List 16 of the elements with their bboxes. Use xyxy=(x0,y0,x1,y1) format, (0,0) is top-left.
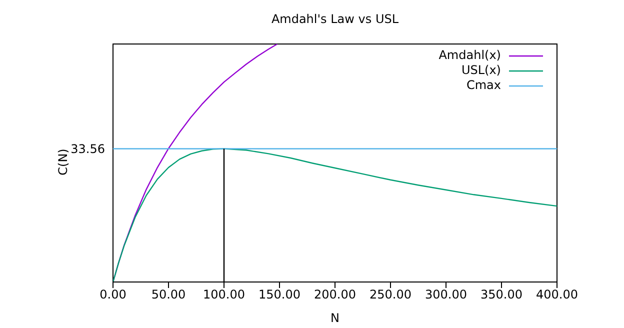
x-tick-label: 0.00 xyxy=(100,288,126,302)
x-tick-label: 200.00 xyxy=(314,288,356,302)
x-tick-label: 400.00 xyxy=(536,288,578,302)
x-tick-label: 150.00 xyxy=(258,288,300,302)
y-axis-title: C(N) xyxy=(56,148,70,178)
x-tick-label: 100.00 xyxy=(203,288,245,302)
legend-label: Cmax xyxy=(466,78,501,93)
legend-label: USL(x) xyxy=(461,63,501,78)
x-tick-label: 350.00 xyxy=(480,288,522,302)
x-tick-label: 250.00 xyxy=(370,288,412,302)
text: 33.56 xyxy=(70,140,105,157)
legend-label: Amdahl(x) xyxy=(438,48,501,63)
x-tick-label: 50.00 xyxy=(151,288,186,302)
x-axis-title: N xyxy=(330,311,340,325)
chart-title: Amdahl's Law vs USL xyxy=(270,12,400,26)
x-tick-label: 300.00 xyxy=(425,288,467,302)
